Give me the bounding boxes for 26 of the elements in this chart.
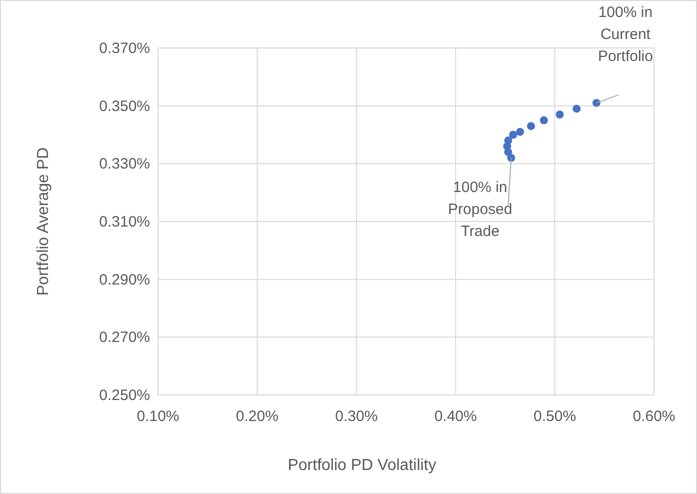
- point: [540, 116, 548, 124]
- point: [516, 128, 524, 136]
- x-tick-label: 0.20%: [236, 408, 278, 425]
- point: [592, 98, 600, 107]
- annotation: 100% in Proposed Trade: [448, 178, 512, 240]
- point: [556, 110, 564, 118]
- y-tick-label: 0.310%: [99, 214, 150, 230]
- point: [507, 154, 516, 162]
- y-axis-title: Portfolio Average PD: [35, 147, 52, 296]
- y-tick-label: 0.250%: [99, 387, 150, 404]
- x-tick-label: 0.40%: [434, 408, 477, 425]
- x-tick-label: 0.50%: [534, 408, 576, 425]
- x-tick-label: 0.60%: [632, 408, 676, 425]
- annotation: 100% in Current Portfolio: [598, 4, 653, 65]
- x-tick-label: 0.10%: [136, 408, 180, 425]
- point: [504, 148, 512, 156]
- y-tick-label: 0.290%: [99, 271, 150, 288]
- y-tick-label: 0.330%: [99, 156, 150, 173]
- y-tick-label: 0.350%: [99, 98, 150, 115]
- point: [572, 104, 581, 113]
- x-axis-title: Portfolio PD Volatility: [288, 457, 436, 474]
- point: [509, 130, 518, 139]
- x-tick-label: 0.30%: [335, 408, 378, 425]
- y-tick-label: 0.270%: [99, 329, 150, 346]
- y-tick-label: 0.370%: [99, 40, 150, 57]
- point: [527, 122, 535, 130]
